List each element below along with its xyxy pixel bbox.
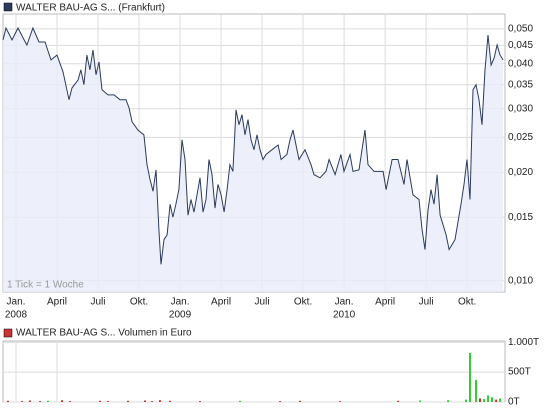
legend-label: WALTER BAU-AG S... Volumen in Euro [16,328,192,339]
x-year-label: 2008 [5,310,28,321]
bar [465,399,468,402]
x-tick-label: Okt. [294,297,312,308]
y-tick-label: 0T [508,397,520,408]
y-tick-label: 0,040 [508,58,533,69]
y-tick-label: 0,010 [508,275,533,286]
x-tick-label: Jan. [335,297,354,308]
bar [99,400,102,402]
bar [39,401,42,402]
plot-area [2,340,506,403]
bar [21,401,24,402]
line [2,26,504,265]
x-year-label: 2010 [333,310,356,321]
legend-swatch [3,328,13,338]
bar [397,400,400,402]
bar [151,401,154,402]
bar [299,400,302,402]
legend-label: WALTER BAU-AG S... (Frankfurt) [16,3,165,14]
x-tick-label: April [375,297,395,308]
bar [61,400,64,402]
bar [144,400,147,402]
x-tick-label: Juli [419,297,434,308]
bar [106,401,109,402]
y-tick-label: 0,025 [508,132,533,143]
bar [239,400,242,402]
bar [447,400,450,402]
x-tick-label: April [211,297,231,308]
x-year-label: 2009 [169,310,192,321]
bar [419,400,422,402]
x-tick-label: Okt. [458,297,476,308]
x-tick-label: Juli [255,297,270,308]
bar [46,400,49,402]
x-tick-label: Jan. [171,297,190,308]
y-tick-label: 0,015 [508,212,533,223]
bar [487,395,490,402]
annotation: 1 Tick = 1 Woche [7,280,84,291]
bar [483,399,486,402]
bar [169,400,172,402]
bar [495,399,498,402]
x-tick-label: Okt. [130,297,148,308]
bar [158,400,161,402]
bar [469,352,472,402]
bar [6,400,9,402]
bar [339,401,342,402]
y-tick-label: 0,050 [508,24,533,35]
bar [478,398,481,402]
y-tick-label: 0,045 [508,40,533,51]
bar [68,401,71,402]
bar [198,401,201,402]
bar [491,397,494,402]
y-tick-label: 0,035 [508,79,533,90]
x-tick-label: April [47,297,67,308]
x-tick-label: Juli [91,297,106,308]
y-tick-label: 0,030 [508,103,533,114]
y-tick-label: 500T [508,367,531,378]
bar [279,401,282,402]
y-tick-label: 0,020 [508,167,533,178]
x-tick-label: Jan. [7,297,26,308]
area [3,28,504,292]
legend-swatch [3,2,13,12]
bar [475,379,478,402]
bar [28,400,31,402]
bar [499,398,502,402]
y-tick-label: 1.000T [508,337,539,348]
bar [126,400,129,402]
